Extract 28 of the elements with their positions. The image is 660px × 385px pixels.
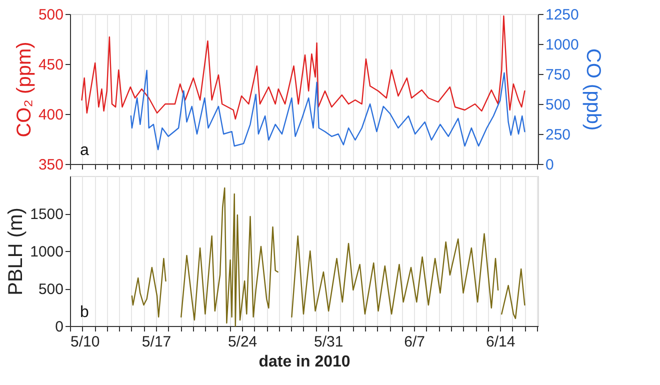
y-axis-title: PBLH (m) [5,208,28,296]
y-tick-label: 400 [38,106,64,124]
y-tick-label: 350 [38,156,64,174]
y2-tick-label: 500 [546,96,571,114]
x-tick-label: 6/14 [486,334,516,350]
y2-tick-label: 250 [546,126,571,144]
y-tick-label: 500 [38,281,64,298]
y2-tick-label: 1250 [546,6,579,24]
y-tick-label: 500 [38,6,64,24]
x-tick-label: 5/10 [70,334,100,350]
y-axis-title: CO₂ (ppm) [13,42,36,138]
line-series [130,70,526,150]
y2-axis-title: CO (ppb) [582,48,604,131]
annotation: a [80,142,89,159]
y-tick-label: 450 [38,56,64,74]
y-tick-label: 1500 [30,206,64,223]
line-series [81,15,526,120]
y-tick-label: 1000 [30,244,64,260]
x-tick-label: 5/31 [314,334,344,350]
x-axis-title: date in 2010 [258,354,350,370]
x-tick-label: 6/7 [404,334,426,350]
y2-tick-label: 750 [546,66,571,84]
x-tick-label: 5/17 [142,334,172,350]
y2-tick-label: 0 [546,156,554,174]
y2-tick-label: 1000 [546,36,579,54]
annotation: b [80,304,89,321]
x-tick-label: 5/24 [228,334,258,350]
y-tick-label: 0 [55,318,64,336]
